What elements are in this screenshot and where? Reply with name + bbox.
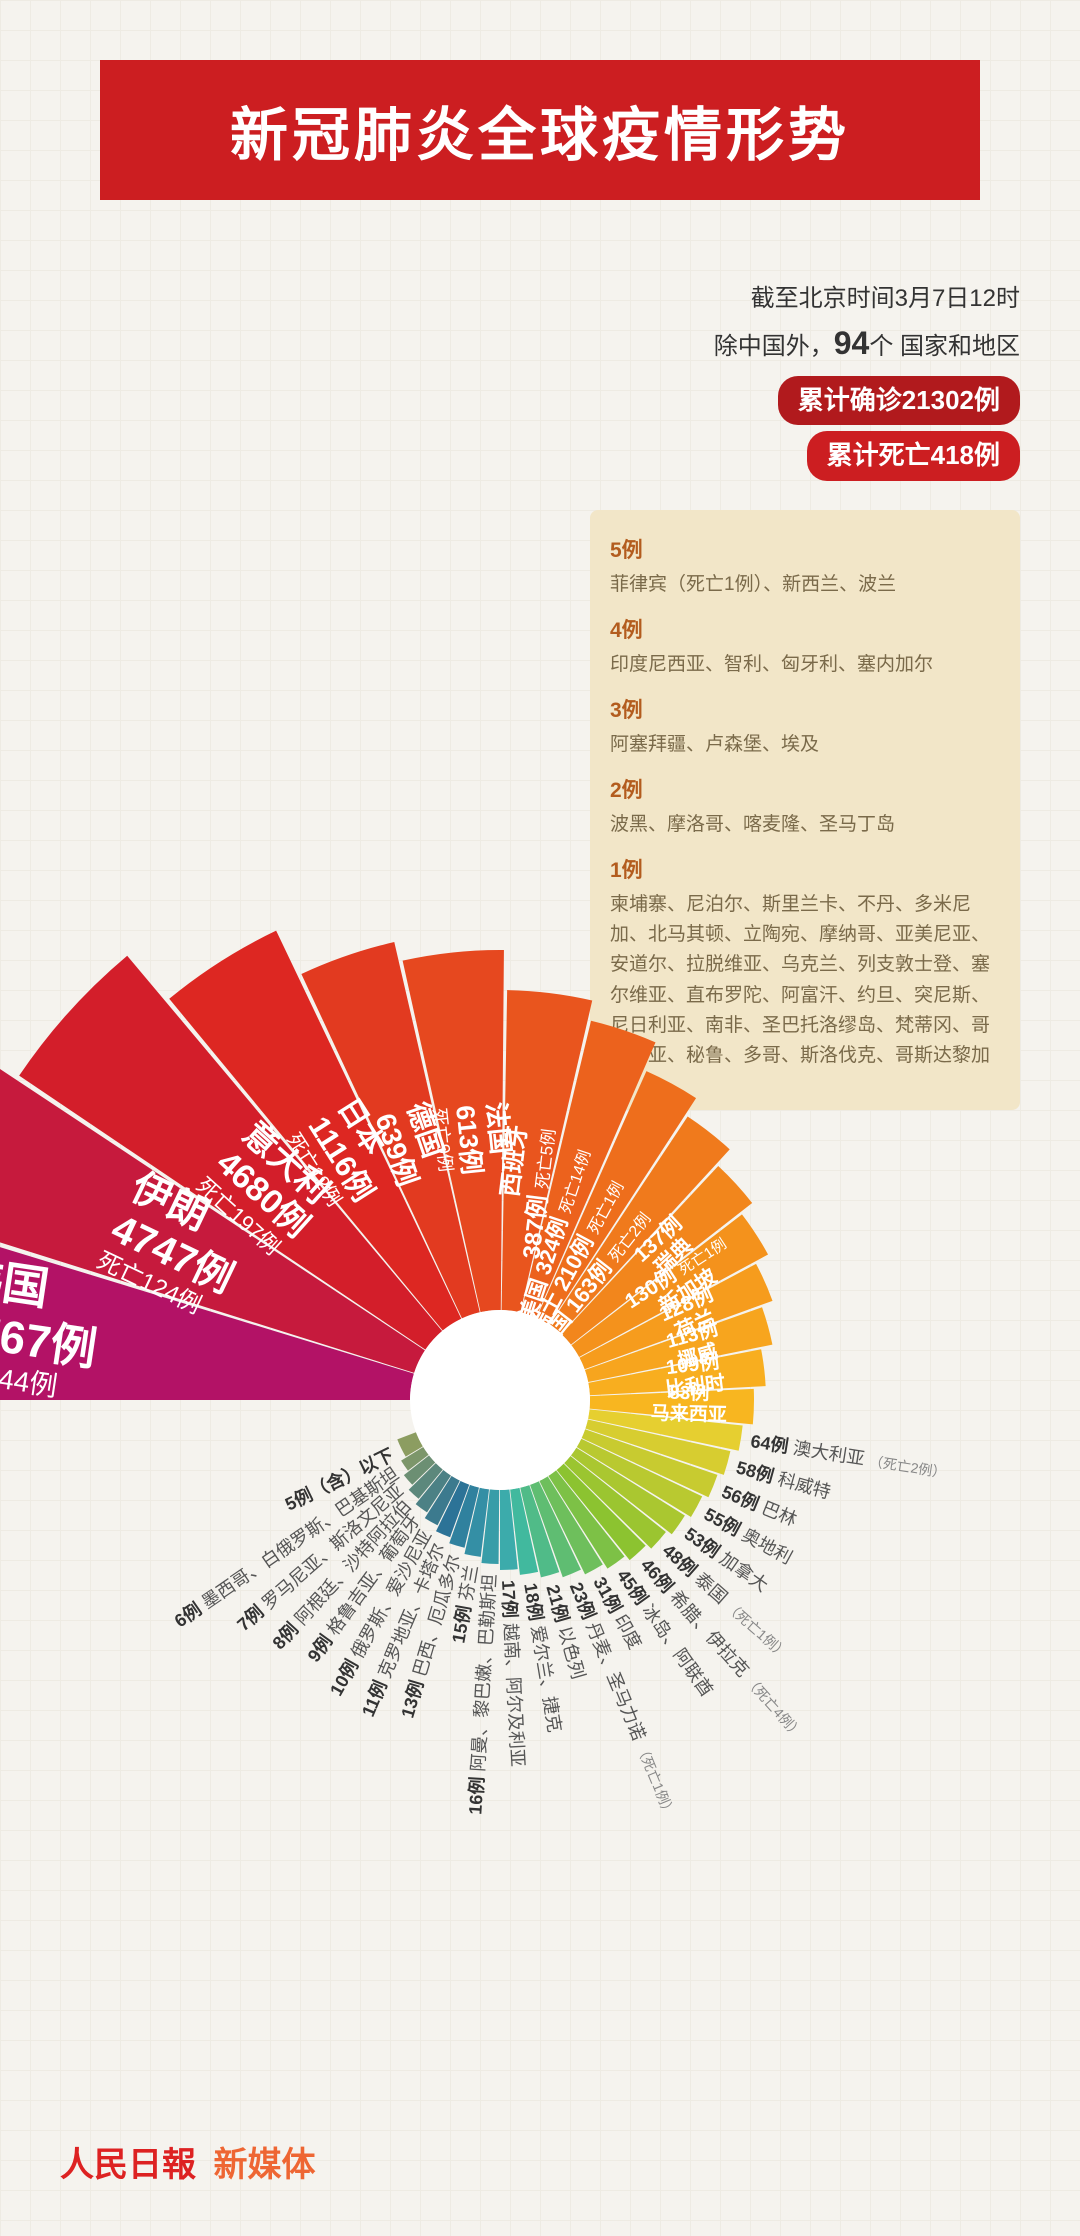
title-bar: 新冠肺炎全球疫情形势 bbox=[100, 60, 980, 200]
chart-center-hole bbox=[410, 1310, 590, 1490]
footer-brand2: 新媒体 bbox=[213, 2146, 315, 2184]
footer-brand1: 人民日報 bbox=[60, 2147, 196, 2184]
polar-chart: 韩国6767例死亡44例伊朗4747例死亡124例意大利4680例死亡197例日… bbox=[0, 250, 1080, 2150]
title-text: 新冠肺炎全球疫情形势 bbox=[230, 88, 850, 172]
footer: 人民日報 新媒体 bbox=[60, 2137, 315, 2186]
